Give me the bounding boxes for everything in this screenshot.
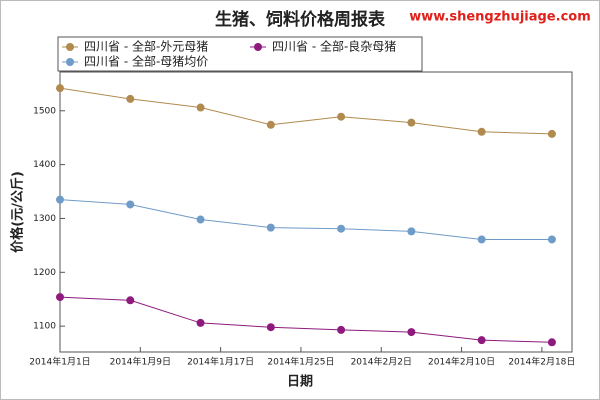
legend-box — [57, 36, 423, 72]
data-point — [56, 84, 64, 93]
legend-label: 四川省 - 全部-母猪均价 — [84, 54, 208, 69]
data-point — [126, 94, 135, 103]
data-point — [547, 235, 556, 244]
data-point — [196, 103, 205, 112]
series-line — [59, 87, 552, 135]
legend-marker — [66, 58, 74, 66]
watermark: www.shengzhujiage.com — [409, 10, 591, 25]
data-point — [337, 325, 346, 334]
data-point — [266, 120, 275, 129]
legend-label: 四川省 - 全部-外元母猪 — [84, 39, 208, 54]
x-tick-label: 2014年2月18日 — [508, 356, 575, 368]
data-point — [196, 318, 205, 327]
data-point — [407, 227, 416, 236]
x-tick-label: 2014年2月2日 — [351, 356, 412, 368]
data-point — [547, 338, 556, 347]
y-tick-label: 1200 — [33, 268, 56, 278]
y-tick-label: 1500 — [33, 106, 56, 116]
data-point — [547, 129, 556, 138]
x-tick-label: 2014年1月25日 — [267, 356, 334, 368]
plot-area — [59, 71, 573, 353]
data-point — [477, 235, 486, 244]
data-point — [56, 195, 64, 204]
y-tick-label: 1400 — [33, 160, 56, 170]
x-tick-label: 2014年2月10日 — [428, 356, 495, 368]
data-point — [337, 224, 346, 233]
series-line — [59, 199, 552, 240]
legend-marker — [254, 43, 262, 51]
data-point — [477, 127, 486, 136]
y-axis-label: 价格(元/公斤) — [10, 171, 26, 253]
data-point — [196, 215, 205, 224]
x-tick-label: 2014年1月9日 — [110, 356, 171, 368]
data-point — [126, 200, 135, 209]
data-point — [337, 112, 346, 121]
legend-marker — [66, 43, 74, 51]
series-line — [59, 296, 552, 343]
x-axis-label: 日期 — [287, 375, 313, 390]
data-point — [56, 293, 64, 302]
data-point — [477, 336, 486, 345]
x-tick-label: 2014年1月1日 — [29, 356, 90, 368]
y-tick-label: 1100 — [33, 322, 56, 332]
data-point — [407, 328, 416, 337]
y-tick-label: 1300 — [33, 214, 56, 224]
chart-title: 生猪、饲料价格周报表 — [215, 9, 386, 30]
data-point — [407, 118, 416, 127]
data-point — [266, 223, 275, 232]
data-point — [266, 323, 275, 332]
data-point — [126, 296, 135, 305]
legend-label: 四川省 - 全部-良杂母猪 — [272, 39, 396, 54]
x-tick-label: 2014年1月17日 — [187, 356, 254, 368]
